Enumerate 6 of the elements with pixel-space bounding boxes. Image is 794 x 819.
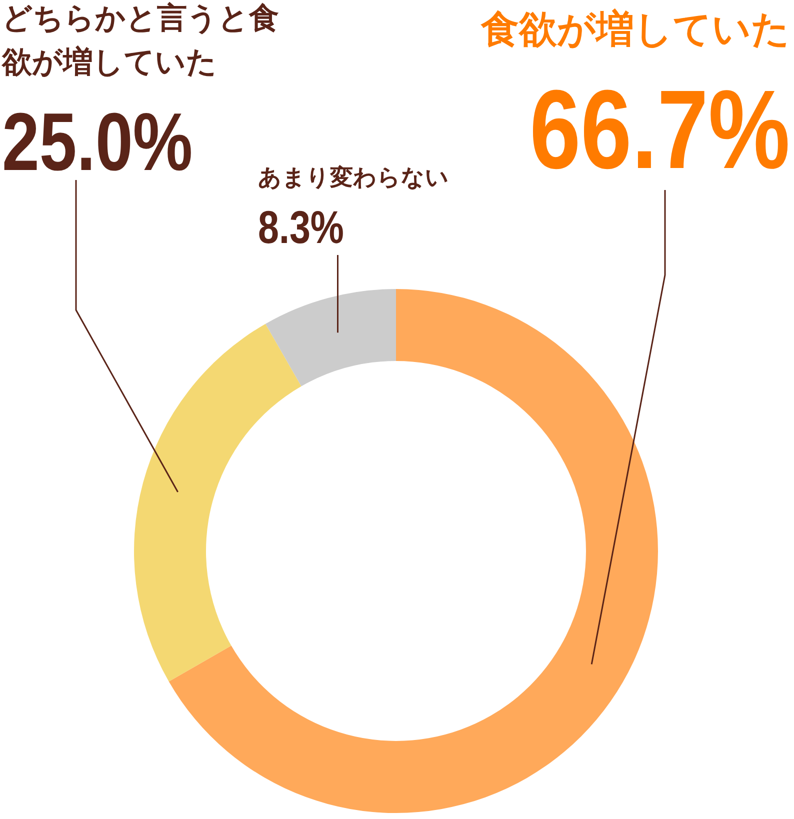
slice-label: 食欲が増していた [480,7,790,51]
data-label: 66.7% [530,66,790,192]
data-label: 25.0% [2,96,193,188]
data-label: 8.3% [258,201,344,253]
slice-label: あまり変わらない [258,164,449,191]
slice-label: どちらかと言うと食欲が増していた [1,1,279,80]
